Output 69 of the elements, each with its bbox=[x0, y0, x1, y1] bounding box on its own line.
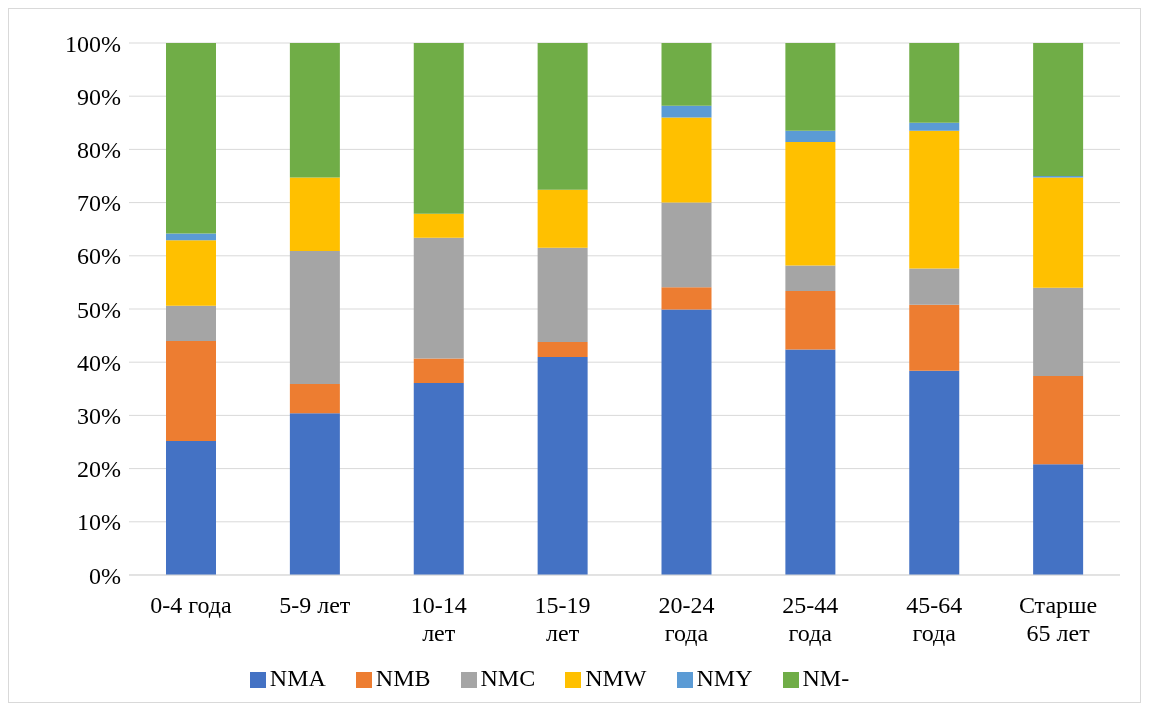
bar bbox=[289, 43, 340, 178]
bar bbox=[909, 268, 960, 305]
bar bbox=[166, 440, 216, 575]
y-tick-label: 10% bbox=[77, 509, 121, 536]
y-tick-label: 70% bbox=[77, 190, 121, 217]
bar bbox=[537, 341, 588, 357]
y-tick-label: 0% bbox=[89, 562, 121, 589]
x-tick-label: 20-24 года bbox=[658, 592, 715, 646]
bar bbox=[661, 309, 712, 575]
y-tick-label: 80% bbox=[77, 136, 121, 163]
bar bbox=[289, 251, 340, 385]
bar bbox=[661, 202, 712, 288]
bar bbox=[909, 122, 960, 131]
bar bbox=[1033, 43, 1084, 176]
bar bbox=[785, 43, 836, 131]
bar bbox=[537, 43, 588, 190]
y-tick-label: 30% bbox=[77, 402, 121, 429]
y-tick-label: 60% bbox=[77, 243, 121, 270]
y-tick-label: 100% bbox=[65, 30, 121, 57]
legend-label: NM- bbox=[802, 665, 850, 691]
bar bbox=[413, 213, 464, 238]
y-tick-label: 90% bbox=[77, 83, 121, 110]
bar bbox=[785, 130, 836, 142]
legend-label: NMW bbox=[585, 665, 647, 691]
bar bbox=[909, 43, 960, 123]
bar bbox=[166, 233, 216, 241]
bar bbox=[413, 382, 464, 575]
bar bbox=[785, 141, 836, 266]
legend-label: NMY bbox=[696, 665, 753, 691]
bar bbox=[661, 117, 712, 203]
bar bbox=[909, 370, 960, 575]
bar bbox=[661, 105, 712, 118]
bar bbox=[413, 43, 464, 214]
bar bbox=[537, 356, 588, 575]
y-tick-label: 50% bbox=[77, 296, 121, 323]
bar bbox=[785, 349, 836, 575]
bar bbox=[413, 358, 464, 383]
bar bbox=[166, 43, 216, 234]
bar bbox=[413, 237, 464, 359]
bar bbox=[1033, 376, 1084, 465]
bar bbox=[289, 384, 340, 414]
x-tick-label: Старше 65 лет bbox=[1018, 592, 1098, 646]
legend-label: NMB bbox=[375, 665, 431, 691]
y-tick-label: 40% bbox=[77, 349, 121, 376]
bar bbox=[661, 43, 712, 106]
bar bbox=[909, 304, 960, 371]
bar bbox=[289, 413, 340, 575]
bar bbox=[785, 290, 836, 350]
bar bbox=[289, 177, 340, 252]
bar bbox=[909, 130, 960, 269]
x-tick-label: 0-4 года bbox=[150, 592, 232, 618]
legend-label: NMC bbox=[480, 665, 536, 691]
x-tick-label: 5-9 лет bbox=[279, 592, 351, 618]
bar bbox=[166, 240, 216, 306]
bar bbox=[661, 287, 712, 310]
bar bbox=[1033, 464, 1084, 575]
x-tick-label: 25-44 года bbox=[782, 592, 839, 646]
legend-label: NMA bbox=[269, 665, 326, 691]
bar bbox=[1033, 177, 1084, 288]
y-tick-label: 20% bbox=[77, 456, 121, 483]
bar bbox=[537, 247, 588, 342]
x-tick-label: 15-19 лет bbox=[534, 592, 591, 646]
bar bbox=[166, 305, 216, 341]
x-tick-label: 10-14 лет bbox=[410, 592, 467, 646]
x-tick-label: 45-64 года bbox=[906, 592, 963, 646]
bar bbox=[1033, 287, 1084, 377]
bar bbox=[166, 340, 216, 441]
bar bbox=[785, 265, 836, 291]
bar bbox=[537, 189, 588, 248]
